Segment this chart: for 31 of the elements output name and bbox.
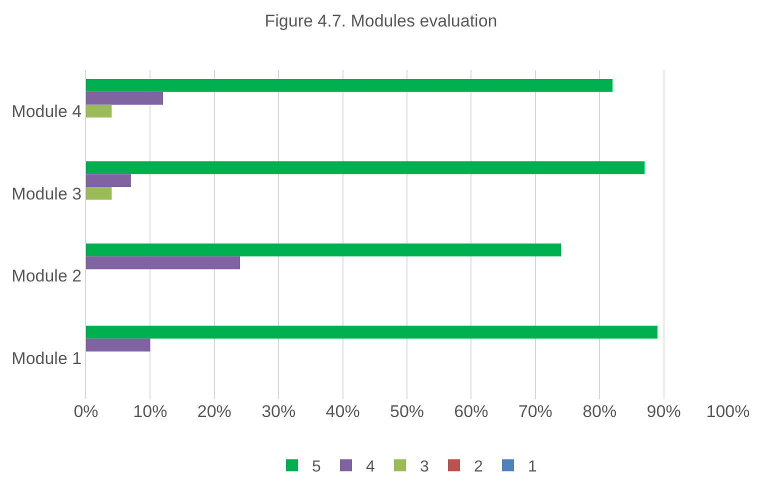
x-tick-label: 30%: [262, 402, 296, 421]
y-tick-label: Module 4: [12, 102, 82, 122]
bar: [86, 104, 112, 118]
bar: [86, 338, 150, 352]
legend-label: 4: [366, 458, 375, 476]
x-tick-label: 80%: [582, 402, 617, 421]
bar: [86, 326, 658, 339]
bar: [86, 161, 645, 174]
legend-label: 3: [420, 458, 429, 476]
y-tick-label: Module 2: [12, 266, 82, 286]
x-tick-label: 100%: [706, 402, 750, 421]
bar: [86, 92, 164, 105]
x-tick-label: 40%: [326, 402, 360, 421]
legend-label: 2: [474, 458, 483, 476]
bar: [86, 256, 240, 270]
x-tick-label: 50%: [390, 402, 424, 421]
y-tick-label: Module 1: [12, 348, 82, 368]
x-tick-label: 70%: [518, 402, 552, 421]
legend-label: 5: [312, 458, 321, 476]
x-tick-label: 90%: [646, 402, 681, 421]
x-tick-label: 10%: [133, 402, 168, 421]
x-tick-label: 0%: [74, 402, 98, 421]
bar: [86, 79, 612, 92]
bar: [86, 174, 131, 187]
legend-label: 1: [528, 458, 537, 476]
x-tick-label: 60%: [454, 402, 488, 421]
bar: [86, 244, 562, 256]
bar: [86, 186, 112, 200]
y-tick-label: Module 3: [12, 184, 82, 204]
chart-title: Figure 4.7. Modules evaluation: [264, 12, 498, 31]
x-tick-label: 20%: [197, 402, 232, 421]
